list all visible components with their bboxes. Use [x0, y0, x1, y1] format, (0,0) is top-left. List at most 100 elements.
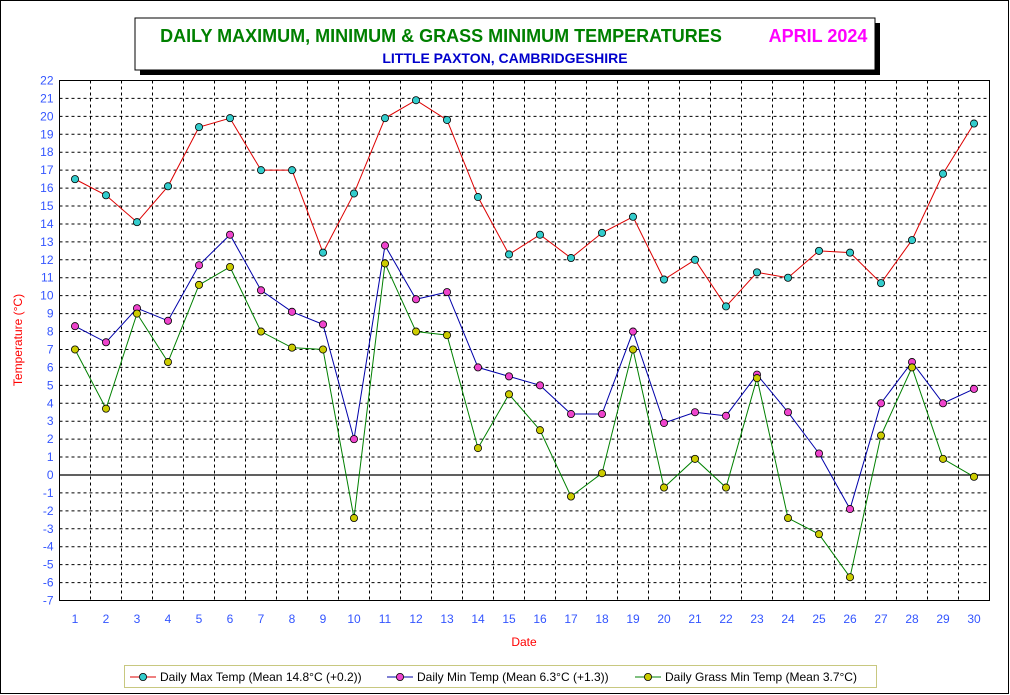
data-point — [411, 295, 420, 304]
data-point — [194, 123, 203, 132]
x-tick-label: 30 — [967, 612, 981, 626]
data-point — [102, 404, 111, 413]
y-tick-label: 2 — [47, 432, 54, 446]
data-point — [225, 114, 234, 123]
data-point — [939, 169, 948, 178]
data-point — [629, 327, 638, 336]
x-tick-label: 17 — [564, 612, 578, 626]
legend-item-3: Daily Grass Min Temp (Mean 3.7°C) — [635, 670, 857, 684]
data-point — [287, 166, 296, 175]
y-tick-label: 8 — [47, 325, 54, 339]
data-point — [132, 218, 141, 227]
y-tick-label: 11 — [41, 271, 54, 285]
data-point — [71, 345, 80, 354]
x-axis-ticks: 1 2 3 4 5 6 7 8 9 10 11 12 13 14 15 16 17 18 19 20 21 22 23 24 2… — [72, 612, 981, 626]
data-point — [442, 288, 451, 297]
series-layer — [71, 96, 979, 582]
data-point — [225, 262, 234, 271]
data-point — [473, 363, 482, 372]
data-point — [815, 530, 824, 539]
x-tick-label: 22 — [719, 612, 733, 626]
y-tick-label: 4 — [47, 396, 54, 410]
data-point — [442, 115, 451, 124]
y-tick-label: 15 — [40, 199, 54, 213]
data-point — [598, 228, 607, 237]
data-point — [504, 250, 513, 259]
y-axis-ticks: -7-6-5-4-3-2-101234567891011121314151617… — [40, 74, 54, 608]
y-tick-label: 21 — [40, 91, 54, 105]
data-point — [784, 514, 793, 523]
data-point — [846, 248, 855, 257]
y-tick-label: 17 — [40, 163, 54, 177]
data-point — [349, 514, 358, 523]
legend-item-2: Daily Min Temp (Mean 6.3°C (+1.3)) — [387, 670, 609, 684]
data-point — [877, 279, 886, 288]
data-point — [567, 254, 576, 263]
data-point — [722, 411, 731, 420]
data-point — [318, 320, 327, 329]
x-tick-label: 9 — [320, 612, 327, 626]
data-point — [349, 189, 358, 198]
data-point — [163, 182, 172, 191]
x-tick-label: 2 — [103, 612, 110, 626]
legend: Daily Max Temp (Mean 14.8°C (+0.2)) Daily… — [124, 665, 877, 688]
x-tick-label: 24 — [781, 612, 795, 626]
data-point — [660, 483, 669, 492]
data-point — [132, 309, 141, 318]
legend-item-1: Daily Max Temp (Mean 14.8°C (+0.2)) — [130, 670, 362, 684]
data-point — [815, 246, 824, 255]
data-point — [163, 316, 172, 325]
data-point — [287, 307, 296, 316]
x-tick-label: 13 — [440, 612, 454, 626]
data-point — [380, 241, 389, 250]
data-point — [318, 345, 327, 354]
data-point — [473, 444, 482, 453]
x-tick-label: 23 — [750, 612, 764, 626]
y-tick-label: 6 — [47, 360, 54, 374]
x-tick-label: 20 — [657, 612, 671, 626]
data-point — [411, 96, 420, 105]
data-point — [504, 372, 513, 381]
legend-marker — [395, 673, 404, 682]
data-point — [939, 399, 948, 408]
data-point — [287, 343, 296, 352]
series-line — [74, 261, 975, 579]
data-point — [71, 175, 80, 184]
data-point — [225, 230, 234, 239]
data-point — [318, 248, 327, 257]
y-tick-label: 20 — [40, 109, 54, 123]
y-tick-label: 12 — [40, 253, 54, 267]
data-point — [660, 275, 669, 284]
y-tick-label: -2 — [43, 504, 54, 518]
data-point — [256, 327, 265, 336]
x-tick-label: 5 — [196, 612, 203, 626]
data-point — [256, 286, 265, 295]
y-tick-label: -1 — [43, 486, 54, 500]
legend-items: Daily Max Temp (Mean 14.8°C (+0.2)) Daily… — [130, 670, 857, 684]
x-tick-label: 4 — [165, 612, 172, 626]
data-point — [536, 426, 545, 435]
data-point — [442, 331, 451, 340]
data-point — [784, 273, 793, 282]
data-point — [846, 505, 855, 514]
y-tick-label: 14 — [40, 217, 54, 231]
series-line — [74, 99, 975, 308]
legend-marker — [644, 673, 653, 682]
y-tick-label: 3 — [47, 414, 54, 428]
y-tick-label: -5 — [43, 558, 54, 572]
x-axis-label: Date — [511, 635, 537, 649]
data-point — [784, 408, 793, 417]
data-point — [970, 472, 979, 481]
x-tick-label: 6 — [227, 612, 234, 626]
x-tick-label: 7 — [258, 612, 265, 626]
x-tick-label: 11 — [379, 612, 392, 626]
data-point — [598, 469, 607, 478]
x-tick-label: 27 — [874, 612, 888, 626]
y-tick-label: 13 — [40, 235, 54, 249]
data-point — [970, 384, 979, 393]
y-tick-label: -4 — [43, 540, 54, 554]
data-point — [536, 381, 545, 390]
data-point — [349, 435, 358, 444]
data-point — [877, 399, 886, 408]
